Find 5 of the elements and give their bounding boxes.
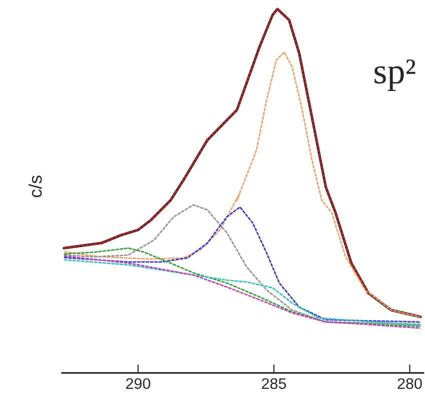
x-tick-label: 285 bbox=[262, 378, 286, 390]
annotation: sp² bbox=[374, 59, 416, 91]
x-tick-label: 280 bbox=[398, 378, 422, 390]
x-tick-label: 290 bbox=[126, 378, 150, 390]
y-axis-title: c/s bbox=[28, 176, 42, 198]
